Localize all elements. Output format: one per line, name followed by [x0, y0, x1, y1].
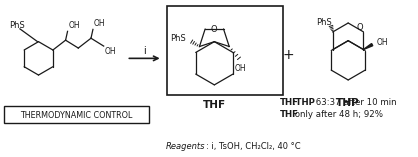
- Text: OH: OH: [69, 21, 80, 30]
- Text: O: O: [210, 25, 217, 34]
- Text: +: +: [283, 48, 294, 62]
- Polygon shape: [363, 43, 373, 49]
- Text: THF: THF: [280, 110, 299, 119]
- Text: PhS: PhS: [170, 34, 186, 43]
- Text: i: i: [143, 46, 146, 57]
- Text: THP: THP: [336, 98, 360, 108]
- Text: THERMODYNAMIC CONTROL: THERMODYNAMIC CONTROL: [20, 111, 133, 120]
- Text: Reagents: Reagents: [166, 142, 206, 151]
- Text: O: O: [357, 23, 363, 32]
- Text: :THP: :THP: [293, 98, 315, 108]
- Text: only after 48 h; 92%: only after 48 h; 92%: [293, 110, 383, 119]
- Text: OH: OH: [104, 47, 116, 56]
- Text: : i, TsOH, CH₂Cl₂, 40 °C: : i, TsOH, CH₂Cl₂, 40 °C: [206, 142, 300, 151]
- Text: PhS: PhS: [9, 22, 25, 30]
- Text: THF: THF: [203, 100, 226, 110]
- Bar: [168, 6, 283, 95]
- Text: THF: THF: [280, 98, 299, 108]
- Text: PhS: PhS: [316, 18, 332, 27]
- Text: OH: OH: [94, 19, 105, 28]
- Text: OH: OH: [234, 64, 246, 73]
- Bar: [4, 106, 149, 123]
- Text: 63:37 after 10 min: 63:37 after 10 min: [313, 98, 397, 108]
- Text: OH: OH: [377, 38, 389, 47]
